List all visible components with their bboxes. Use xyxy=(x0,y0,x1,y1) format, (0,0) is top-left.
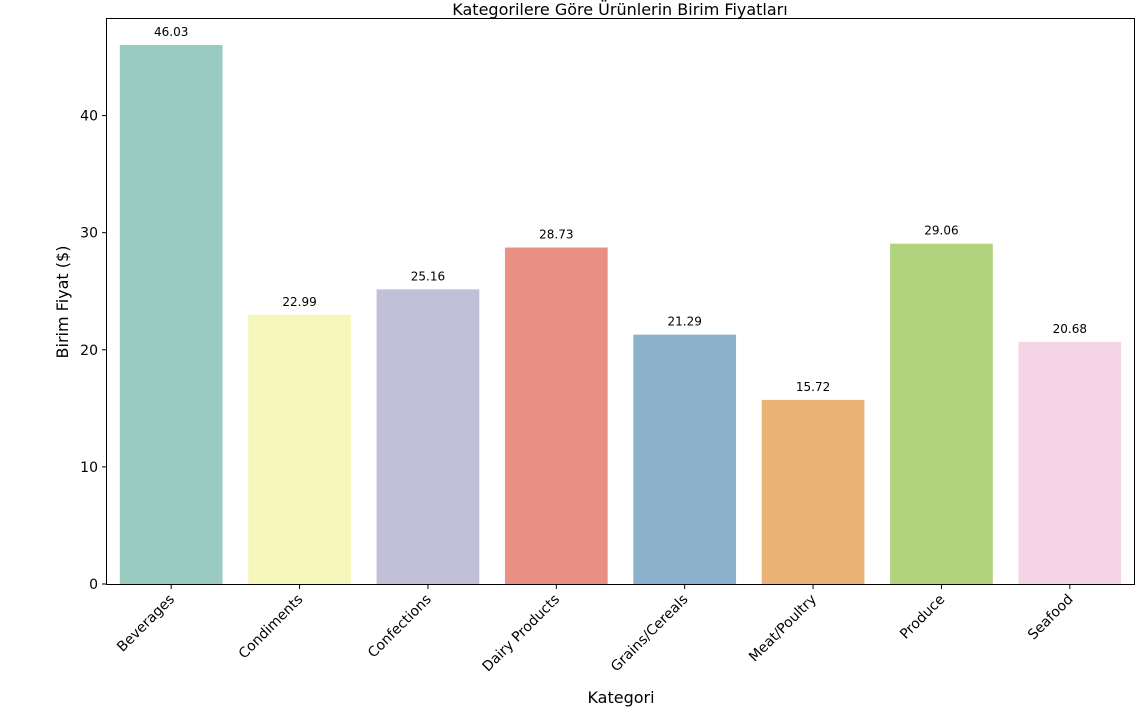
x-tick-label-produce: Produce xyxy=(897,592,948,643)
x-tick-label-condiments: Condiments xyxy=(236,592,307,663)
bar-seafood xyxy=(1018,341,1122,584)
x-axis-label: Kategori xyxy=(587,688,654,707)
bar-meat-poultry xyxy=(761,399,865,584)
plot-frame xyxy=(106,18,1135,585)
bar-dairy-products xyxy=(504,247,608,585)
data-label-grains-cereals: 21.29 xyxy=(668,315,702,329)
y-tick-label-20: 20 xyxy=(80,343,98,359)
x-tick-label-seafood: Seafood xyxy=(1025,592,1077,644)
data-label-dairy-products: 28.73 xyxy=(539,228,573,242)
data-labels-group: 46.03 22.99 25.16 28.73 21.29 15.72 29.06 20.68 xyxy=(154,25,1087,394)
x-axis: Beverages Condiments Confections Dairy Prod… xyxy=(114,584,1077,676)
x-tick-label-dairy-products: Dairy Products xyxy=(480,592,564,676)
data-label-confections: 25.16 xyxy=(411,269,445,283)
bar-condiments xyxy=(248,314,351,584)
x-tick-label-grains-cereals: Grains/Cereals xyxy=(608,592,692,676)
bar-beverages xyxy=(119,44,223,584)
x-tick-label-confections: Confections xyxy=(365,592,435,662)
bar-produce xyxy=(890,243,993,585)
data-label-produce: 29.06 xyxy=(924,224,958,238)
y-tick-label-0: 0 xyxy=(89,577,98,593)
x-tick-label-meat-poultry: Meat/Poultry xyxy=(746,592,820,666)
y-tick-label-40: 40 xyxy=(80,109,98,125)
data-label-seafood: 20.68 xyxy=(1053,322,1087,336)
chart-title: Kategorilere Göre Ürünlerin Birim Fiyatl… xyxy=(452,0,787,19)
data-label-meat-poultry: 15.72 xyxy=(796,380,830,394)
y-tick-label-10: 10 xyxy=(80,460,98,476)
y-axis-label: Birim Fiyat ($) xyxy=(53,246,72,359)
y-tick-label-30: 30 xyxy=(80,226,98,242)
x-tick-label-beverages: Beverages xyxy=(114,592,178,656)
data-label-condiments: 22.99 xyxy=(282,295,316,309)
bar-confections xyxy=(376,289,480,584)
y-axis: 0 10 20 30 40 xyxy=(80,109,107,593)
bar-grains-cereals xyxy=(633,334,737,584)
data-label-beverages: 46.03 xyxy=(154,25,188,39)
bars-group xyxy=(119,44,1122,585)
